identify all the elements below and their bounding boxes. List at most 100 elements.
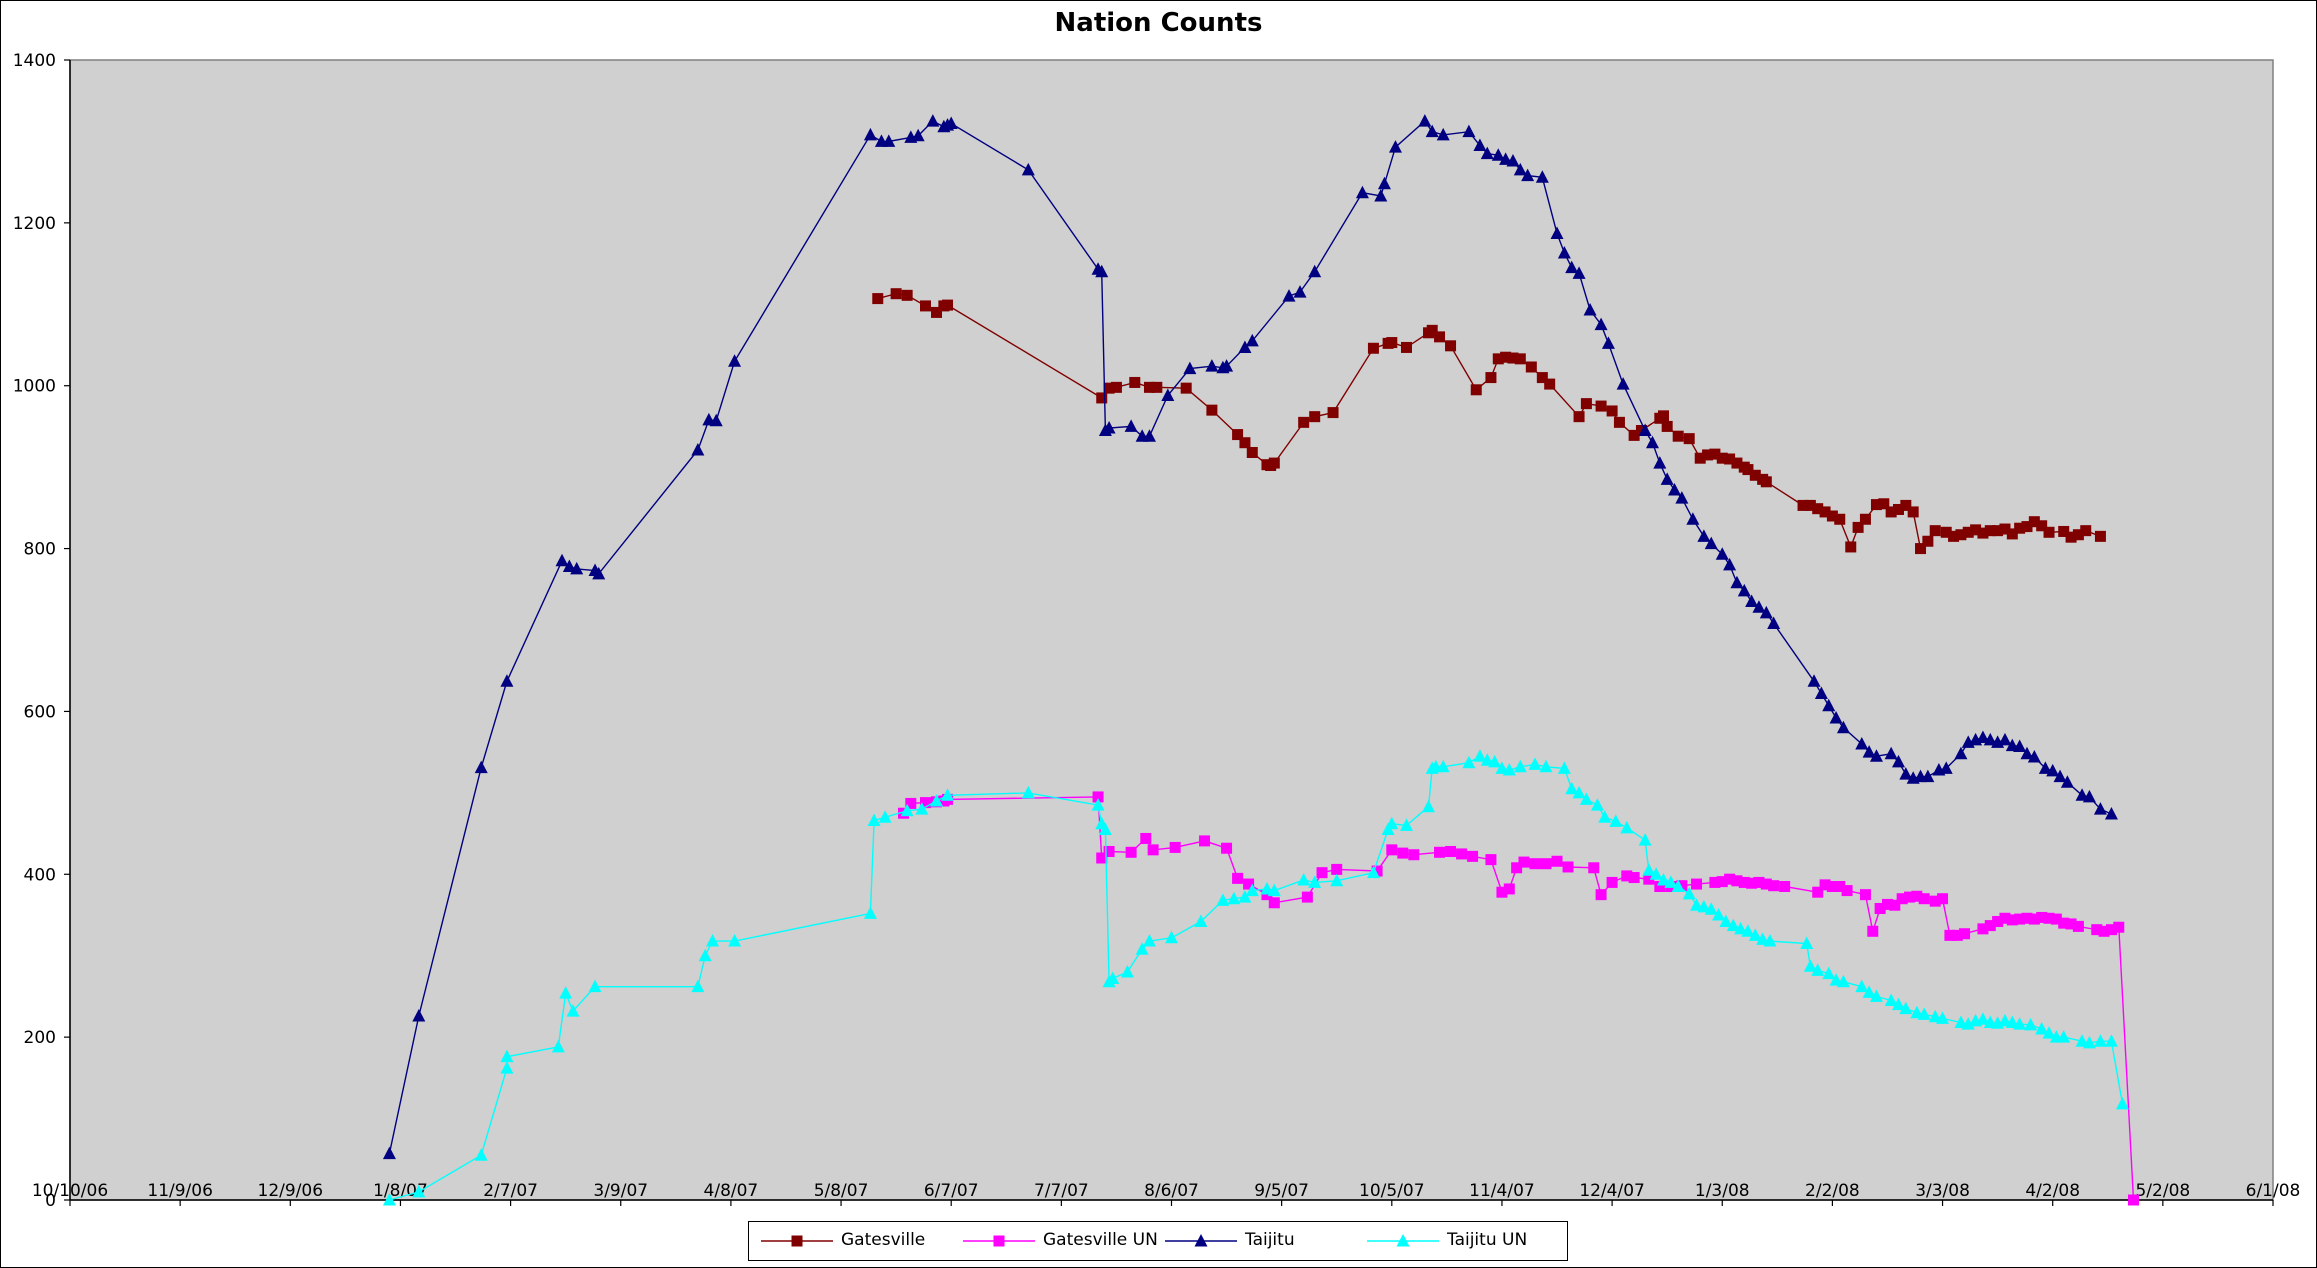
data-point-taijitu [1491, 148, 1505, 161]
data-point-taijitu-un [1657, 872, 1671, 886]
data-point-taijitu-un [1488, 754, 1502, 768]
data-point-taijitu-un [1998, 1013, 2012, 1027]
data-point-taijitu-un [900, 803, 914, 817]
data-point-taijitu-un [1811, 963, 1825, 976]
data-point-taijitu-un [728, 934, 742, 947]
data-point-gatesville-un [1371, 865, 1383, 877]
series-layer [382, 114, 2139, 1206]
data-point-taijitu-un [1385, 816, 1399, 830]
data-point-gatesville-un [1434, 846, 1446, 858]
data-point-gatesville [1606, 405, 1618, 417]
data-point-gatesville [1834, 513, 1846, 525]
data-point-taijitu-un [1800, 936, 1814, 949]
data-point-taijitu [1374, 188, 1388, 202]
data-point-taijitu [1723, 557, 1737, 571]
data-point-taijitu [944, 116, 958, 130]
data-point-taijitu [1686, 512, 1700, 525]
data-point-taijitu-un [1142, 934, 1156, 947]
data-point-taijitu-un [1869, 989, 1883, 1002]
data-point-taijitu-un [867, 813, 881, 827]
data-point-gatesville [1544, 378, 1556, 390]
data-point-taijitu [2027, 750, 2041, 763]
data-point-taijitu [1308, 264, 1322, 278]
data-point-gatesville [1485, 372, 1497, 384]
data-point-taijitu [1473, 138, 1487, 151]
legend-swatch [963, 1235, 1035, 1247]
data-point-taijitu [500, 674, 514, 687]
data-point-taijitu [1282, 289, 1296, 302]
data-point-taijitu-un [551, 1039, 565, 1053]
data-point-gatesville [2065, 531, 2077, 543]
data-point-gatesville-un [1140, 832, 1152, 844]
data-point-taijitu-un [691, 979, 705, 993]
data-point-gatesville [1268, 457, 1280, 469]
data-point-gatesville-un [2036, 911, 2048, 923]
data-point-gatesville-un [1386, 844, 1398, 856]
x-tick-label: 12/4/07 [1579, 1181, 1645, 1201]
data-point-taijitu-un [500, 1049, 514, 1063]
data-point-gatesville [1672, 430, 1684, 442]
data-point-taijitu [2060, 775, 2074, 788]
data-point-taijitu [1355, 185, 1369, 199]
legend-label: Taijitu UN [1447, 1230, 1528, 1250]
data-point-taijitu-un [1748, 928, 1762, 941]
data-point-gatesville-un [1529, 858, 1541, 870]
data-point-gatesville-un [2021, 912, 2033, 924]
data-point-gatesville-un [905, 797, 917, 809]
data-point-gatesville [1580, 398, 1592, 410]
data-point-gatesville [1514, 353, 1526, 365]
data-point-gatesville-un [1929, 895, 1941, 907]
data-point-gatesville [1327, 407, 1339, 419]
data-point-taijitu-un [1021, 785, 1035, 799]
data-point-taijitu-un [566, 1004, 580, 1017]
data-point-taijitu-un [1936, 1011, 1950, 1024]
data-point-taijitu [1102, 421, 1116, 434]
data-point-gatesville [1702, 449, 1714, 461]
data-point-gatesville-un [2043, 912, 2055, 924]
data-point-gatesville [2080, 525, 2092, 537]
data-point-gatesville-un [2113, 921, 2125, 933]
y-tick-label: 1200 [13, 214, 56, 234]
data-point-taijitu [1557, 245, 1571, 259]
data-point-taijitu-un [1165, 930, 1178, 944]
x-tick-label: 5/2/08 [2135, 1181, 2190, 1201]
data-point-taijitu-un [1803, 959, 1817, 972]
data-point-taijitu [1583, 302, 1597, 316]
data-point-gatesville [1507, 352, 1519, 364]
data-point-gatesville-un [1738, 876, 1750, 888]
data-point-taijitu [911, 128, 925, 142]
data-point-gatesville [1970, 524, 1982, 536]
data-point-gatesville [1573, 411, 1585, 423]
data-point-taijitu-un [941, 788, 955, 801]
y-tick-label: 600 [24, 702, 56, 722]
data-point-taijitu [1521, 168, 1535, 182]
legend-swatch [1367, 1234, 1439, 1247]
x-tick-label: 2/7/07 [483, 1181, 538, 1201]
data-point-taijitu [709, 413, 723, 427]
x-tick-label: 11/9/06 [147, 1181, 213, 1201]
data-point-taijitu-un [2115, 1096, 2129, 1110]
y-tick-label: 400 [24, 865, 56, 885]
data-point-gatesville [1878, 498, 1890, 510]
x-tick-label: 12/9/06 [258, 1181, 324, 1201]
data-point-taijitu-un [1910, 1005, 1924, 1019]
data-point-taijitu [1939, 761, 1953, 774]
data-point-taijitu [1715, 547, 1729, 560]
data-point-taijitu-un [1366, 865, 1380, 879]
data-point-gatesville-un [2050, 913, 2062, 925]
data-point-taijitu [2075, 788, 2089, 801]
data-point-gatesville-un [2014, 913, 2026, 925]
data-point-taijitu-un [1899, 1001, 1913, 1015]
data-point-taijitu-un [1098, 822, 1112, 835]
data-point-gatesville-un [1551, 855, 1563, 867]
data-point-taijitu [1220, 359, 1234, 372]
data-point-taijitu [2104, 807, 2118, 820]
data-point-gatesville-un [1232, 872, 1244, 884]
data-point-taijitu [1601, 336, 1615, 349]
data-point-taijitu-un [698, 948, 712, 962]
data-point-taijitu [1638, 423, 1652, 436]
data-point-taijitu [1653, 456, 1667, 469]
data-point-gatesville [1232, 429, 1244, 441]
data-point-taijitu-un [1862, 985, 1876, 998]
data-point-gatesville [1977, 527, 1989, 539]
